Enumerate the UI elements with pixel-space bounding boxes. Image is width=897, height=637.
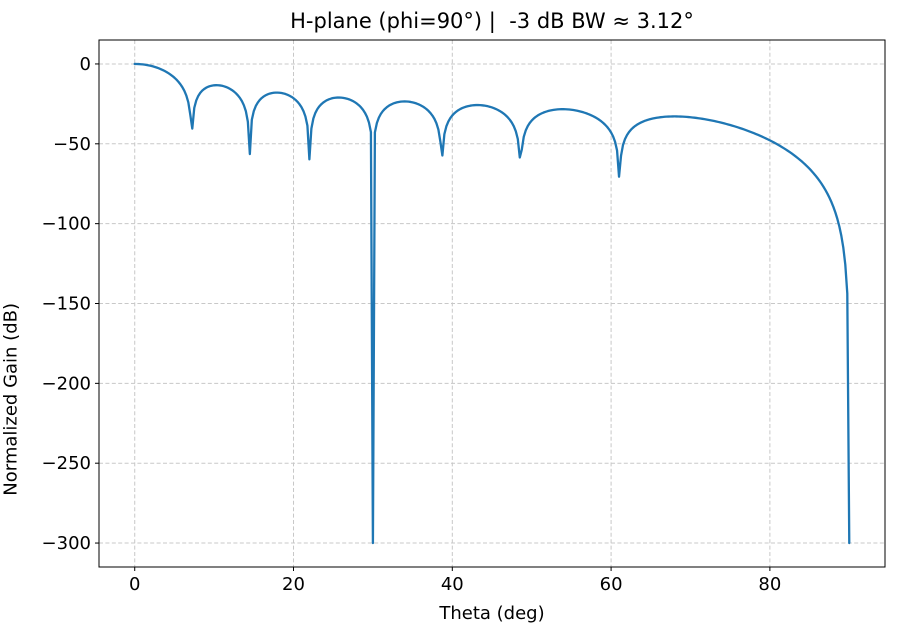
y-axis-label-text: Normalized Gain (dB) <box>0 302 21 496</box>
x-tick-label: 0 <box>129 574 140 595</box>
y-tick-label: −100 <box>42 214 91 235</box>
y-tick-label: −250 <box>42 453 91 474</box>
x-tick-label: 60 <box>600 574 623 595</box>
x-tick-label: 40 <box>441 574 464 595</box>
chart-title: H-plane (phi=90°) | -3 dB BW ≈ 3.12° <box>290 9 694 33</box>
x-tick-label: 20 <box>282 574 305 595</box>
y-tick-label: −150 <box>42 294 91 315</box>
y-tick-label: −200 <box>42 373 91 394</box>
gain-curve <box>133 62 851 545</box>
x-axis-label: Theta (deg) <box>439 603 545 624</box>
y-tick-label: 0 <box>80 54 91 75</box>
y-tick-label: −50 <box>53 134 91 155</box>
x-tick-label: 80 <box>758 574 781 595</box>
y-tick-label: −300 <box>42 533 91 554</box>
